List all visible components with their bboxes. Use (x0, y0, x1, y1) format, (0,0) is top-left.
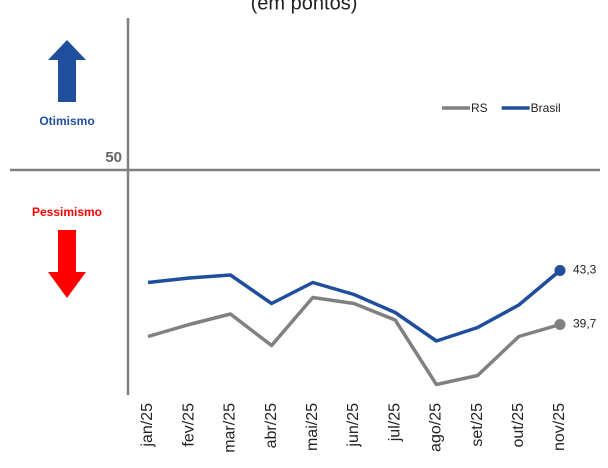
end-point (554, 319, 566, 330)
x-tick-label: mai/25 (304, 403, 321, 451)
down-arrow (48, 230, 86, 298)
x-tick-label: jul/25 (386, 403, 403, 442)
value-label: 43,3 (573, 263, 597, 277)
legend-label: Brasil (531, 101, 561, 115)
x-tick-label: out/25 (510, 403, 527, 448)
chart-title: (em pontos) (251, 0, 358, 14)
annotation: Pessimismo (32, 205, 102, 219)
value-label: 39,7 (573, 317, 597, 331)
x-tick-label: fev/25 (180, 403, 197, 447)
x-tick-label: ago/25 (428, 403, 445, 452)
end-point (554, 265, 566, 276)
x-tick-label: set/25 (469, 403, 486, 447)
annotation: Otimismo (39, 114, 94, 128)
y-tick-label: 50 (105, 149, 122, 166)
x-tick-label: jan/25 (139, 403, 156, 448)
legend-label: RS (471, 101, 488, 115)
up-arrow (48, 40, 86, 102)
line-series (147, 269, 562, 343)
x-tick-label: mar/25 (222, 403, 239, 453)
line-series (147, 295, 561, 387)
x-tick-label: nov/25 (551, 403, 568, 451)
x-tick-label: abr/25 (263, 403, 280, 448)
x-tick-label: jun/25 (345, 403, 362, 448)
